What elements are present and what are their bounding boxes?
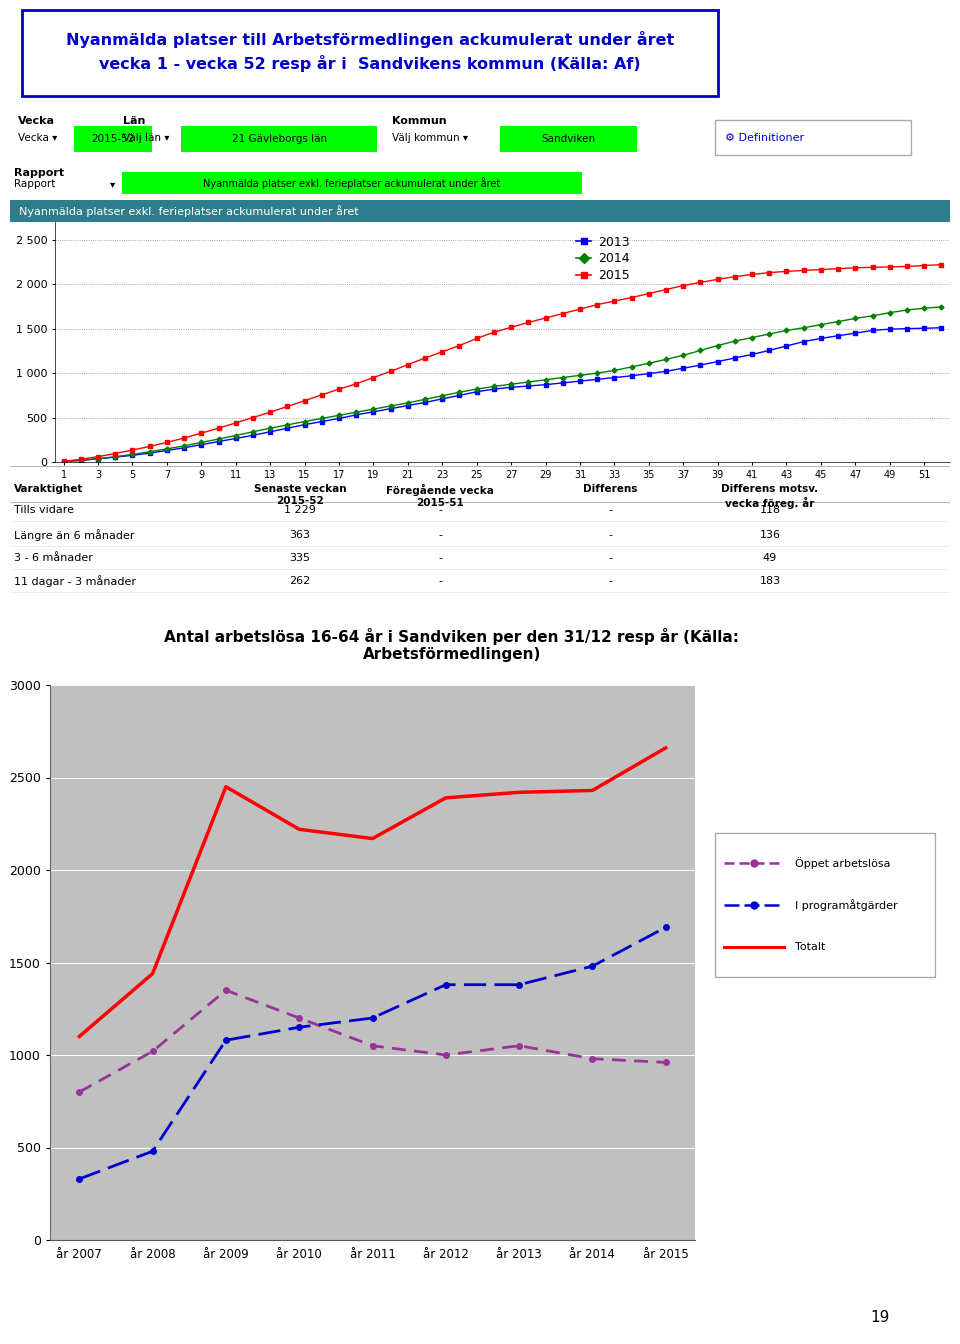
Text: 2015-52: 2015-52: [91, 134, 134, 144]
Legend: 2013, 2014, 2015: 2013, 2014, 2015: [571, 231, 635, 288]
Text: 11 dagar - 3 månader: 11 dagar - 3 månader: [14, 575, 136, 587]
Text: Antal arbetslösa 16-64 år i Sandviken per den 31/12 resp år (Källa:
Arbetsförmed: Antal arbetslösa 16-64 år i Sandviken pe…: [164, 628, 739, 663]
Text: Öppet arbetslösa: Öppet arbetslösa: [795, 857, 891, 870]
Text: Föregående vecka
2015-51: Föregående vecka 2015-51: [386, 484, 494, 508]
Text: -: -: [608, 577, 612, 586]
Text: ⚙ Definitioner: ⚙ Definitioner: [725, 133, 804, 142]
Text: -: -: [438, 505, 442, 515]
Bar: [74, 126, 152, 152]
Text: Nyanmälda platser exkl. ferieplatser ackumulerat under året: Nyanmälda platser exkl. ferieplatser ack…: [19, 206, 359, 216]
FancyBboxPatch shape: [715, 120, 911, 155]
Text: 335: 335: [290, 552, 310, 563]
Text: -: -: [438, 577, 442, 586]
Text: -: -: [608, 505, 612, 515]
Text: 3 - 6 månader: 3 - 6 månader: [14, 552, 93, 563]
Text: Vecka: Vecka: [18, 116, 55, 126]
Text: Differens: Differens: [583, 484, 637, 495]
Text: Välj län ▾: Välj län ▾: [123, 133, 169, 142]
Text: 183: 183: [759, 577, 780, 586]
Text: Nyanmälda platser exkl. ferieplatser ackumulerat under året: Nyanmälda platser exkl. ferieplatser ack…: [204, 177, 500, 190]
Text: ▾: ▾: [110, 179, 115, 190]
Text: Vecka ▾: Vecka ▾: [18, 133, 58, 142]
Text: Kommun: Kommun: [392, 116, 446, 126]
Text: 1 229: 1 229: [284, 505, 316, 515]
Text: 49: 49: [763, 552, 778, 563]
Text: Senaste veckan
2015-52: Senaste veckan 2015-52: [253, 484, 347, 507]
FancyBboxPatch shape: [22, 9, 718, 97]
Text: Välj kommun ▾: Välj kommun ▾: [392, 133, 468, 142]
FancyBboxPatch shape: [714, 833, 935, 977]
Text: Tills vidare: Tills vidare: [14, 505, 74, 515]
Bar: [122, 172, 582, 194]
Text: Differens motsv.
vecka föreg. år: Differens motsv. vecka föreg. år: [721, 484, 819, 509]
Text: Rapport: Rapport: [14, 179, 56, 190]
Text: 262: 262: [289, 577, 311, 586]
Text: Rapport: Rapport: [14, 168, 64, 177]
Bar: [499, 126, 636, 152]
Bar: [181, 126, 377, 152]
Text: -: -: [438, 530, 442, 540]
Text: I programåtgärder: I programåtgärder: [795, 899, 898, 911]
Text: -: -: [608, 552, 612, 563]
Text: 118: 118: [759, 505, 780, 515]
Text: Längre än 6 månader: Längre än 6 månader: [14, 530, 134, 540]
Text: Nyanmälda platser till Arbetsförmedlingen ackumulerat under året
vecka 1 - vecka: Nyanmälda platser till Arbetsförmedlinge…: [66, 31, 674, 71]
Text: -: -: [438, 552, 442, 563]
Text: 19: 19: [871, 1310, 890, 1325]
Text: 21 Gävleborgs län: 21 Gävleborgs län: [231, 134, 326, 144]
Text: Varaktighet: Varaktighet: [14, 484, 84, 495]
Text: 363: 363: [290, 530, 310, 540]
Text: 136: 136: [759, 530, 780, 540]
Text: Län: Län: [123, 116, 145, 126]
Text: -: -: [608, 530, 612, 540]
Text: Totalt: Totalt: [795, 942, 826, 952]
Text: Sandviken: Sandviken: [541, 134, 595, 144]
